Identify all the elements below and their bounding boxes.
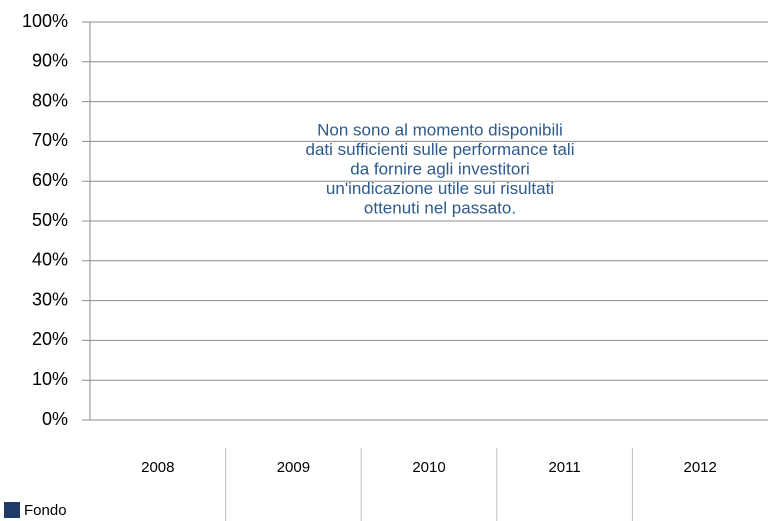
y-tick-label: 70% bbox=[32, 130, 68, 150]
x-tick-label: 2009 bbox=[277, 459, 310, 476]
y-tick-label: 0% bbox=[42, 409, 68, 429]
x-tick-label: 2010 bbox=[412, 459, 445, 476]
x-tick-label: 2012 bbox=[684, 459, 717, 476]
y-tick-label: 40% bbox=[32, 250, 68, 270]
y-tick-label: 20% bbox=[32, 329, 68, 349]
y-tick-label: 90% bbox=[32, 51, 68, 71]
y-tick-label: 60% bbox=[32, 170, 68, 190]
annotation-line: un'indicazione utile sui risultati bbox=[326, 179, 554, 198]
x-tick-label: 2011 bbox=[548, 459, 580, 476]
y-tick-label: 30% bbox=[32, 289, 68, 309]
y-tick-label: 100% bbox=[22, 11, 68, 31]
y-tick-label: 10% bbox=[32, 369, 68, 389]
y-tick-label: 50% bbox=[32, 210, 68, 230]
legend-swatch bbox=[4, 502, 20, 518]
legend-label: Fondo bbox=[24, 502, 67, 519]
annotation-line: da fornire agli investitori bbox=[350, 159, 530, 178]
annotation-line: ottenuti nel passato. bbox=[364, 198, 516, 217]
annotation-line: Non sono al momento disponibili bbox=[317, 120, 563, 139]
annotation-line: dati sufficienti sulle performance tali bbox=[306, 140, 575, 159]
x-tick-label: 2008 bbox=[141, 459, 174, 476]
y-tick-label: 80% bbox=[32, 90, 68, 110]
